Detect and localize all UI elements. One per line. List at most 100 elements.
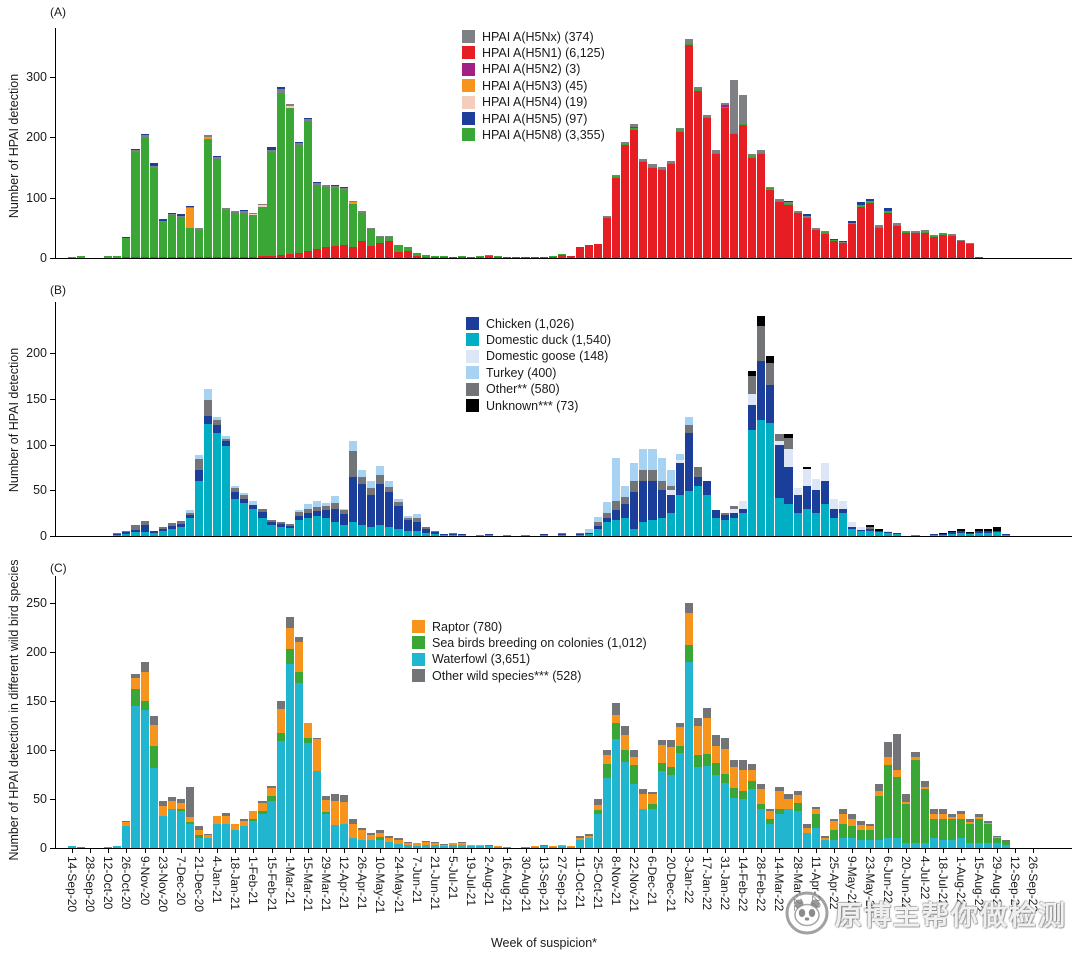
panel-c-bar-week-84	[829, 818, 838, 848]
bar-segment	[757, 808, 766, 848]
bar-segment	[993, 530, 1002, 533]
bar-segment	[584, 528, 594, 534]
panel-b-bar-week-31	[349, 440, 358, 536]
bar-segment	[403, 517, 412, 521]
panel-c-bar-week-37	[403, 842, 412, 848]
bar-segment	[820, 232, 829, 234]
bar-segment	[793, 802, 802, 811]
x-tick-label: 6-Jun-22	[881, 856, 896, 904]
panel-c-bar-week-59	[603, 750, 612, 848]
bar-segment	[766, 189, 775, 258]
bar-segment	[947, 531, 956, 533]
bar-segment	[131, 149, 140, 152]
bar-segment	[648, 792, 657, 795]
bar-segment	[965, 823, 974, 844]
bar-segment	[866, 830, 875, 841]
x-tick-mark	[253, 848, 255, 853]
bar-segment	[376, 840, 385, 848]
bar-segment	[330, 522, 340, 536]
panel-a-bar-week-33	[367, 227, 376, 258]
panel-b-legend-swatch	[466, 333, 479, 347]
panel-b-ytick-mark	[50, 536, 55, 537]
panel-b-bar-week-59	[603, 502, 612, 536]
panel-b-bar-week-20	[249, 501, 258, 536]
bar-segment	[340, 189, 349, 245]
x-tick-label: 30-Aug-21	[518, 856, 533, 913]
bar-segment	[267, 255, 276, 258]
panel-b-bar-week-102	[993, 526, 1002, 536]
bar-segment	[847, 826, 857, 839]
bar-segment	[666, 494, 675, 514]
bar-segment	[720, 106, 730, 108]
bar-segment	[775, 198, 784, 201]
bar-segment	[403, 247, 412, 251]
bar-segment	[956, 533, 965, 536]
panel-c-bar-week-56	[575, 836, 584, 848]
bar-segment	[539, 257, 548, 258]
bar-segment	[176, 799, 185, 803]
x-tick-mark	[289, 848, 291, 853]
bar-segment	[784, 202, 793, 204]
panel-a-bar-week-85	[838, 241, 847, 258]
bar-segment	[412, 255, 421, 258]
bar-segment	[584, 244, 594, 246]
bar-segment	[711, 150, 720, 153]
bar-segment	[621, 761, 630, 848]
bar-segment	[657, 481, 666, 491]
bar-segment	[276, 701, 285, 709]
panel-a-tag: (A)	[50, 5, 66, 19]
bar-segment	[820, 481, 829, 504]
bar-segment	[657, 167, 666, 170]
bar-segment	[158, 221, 167, 258]
bar-segment	[929, 535, 938, 536]
panel-a-bar-week-26	[303, 117, 312, 258]
panel-b-legend-label: Other** (580)	[486, 382, 560, 397]
panel-a-y-axis-line	[55, 28, 56, 259]
bar-segment	[321, 800, 330, 812]
bar-segment	[231, 256, 240, 258]
bar-segment	[548, 256, 557, 258]
bar-segment	[158, 815, 167, 848]
bar-segment	[321, 510, 330, 518]
bar-segment	[467, 845, 476, 847]
bar-segment	[367, 494, 376, 527]
bar-segment	[730, 517, 739, 536]
panel-c-bar-week-42	[448, 843, 457, 848]
bar-segment	[893, 777, 902, 839]
panel-b-bar-week-98	[956, 528, 965, 536]
bar-segment	[294, 512, 303, 516]
bar-segment	[775, 444, 784, 498]
panel-c-bar-week-47	[494, 846, 503, 848]
bar-segment	[802, 216, 811, 218]
panel-a-bar-week-43	[457, 256, 467, 258]
bar-segment	[330, 503, 340, 509]
bar-segment	[303, 743, 312, 848]
bar-segment	[947, 813, 956, 817]
panel-b-bar-week-69	[693, 467, 702, 536]
bar-segment	[113, 255, 122, 258]
x-tick-mark	[706, 848, 708, 853]
bar-segment	[675, 460, 684, 463]
bar-segment	[893, 222, 902, 226]
bar-segment	[312, 770, 321, 848]
bar-segment	[267, 149, 276, 152]
panel-a-bar-week-56	[575, 246, 584, 258]
panel-c-bar-week-39	[421, 841, 430, 848]
bar-segment	[838, 813, 847, 824]
panel-b-bar-week-68	[684, 417, 693, 536]
x-tick-label: 17-Jan-22	[699, 856, 714, 911]
panel-c-bar-week-98	[956, 810, 965, 848]
bar-segment	[349, 201, 358, 205]
bar-segment	[893, 225, 902, 258]
panel-c-bar-week-41	[439, 844, 448, 848]
bar-segment	[349, 204, 358, 248]
bar-segment	[457, 843, 467, 846]
bar-segment	[457, 256, 467, 258]
bar-segment	[911, 759, 920, 844]
bar-segment	[838, 243, 847, 258]
bar-segment	[920, 789, 929, 844]
panel-a-bar-week-90	[884, 208, 893, 258]
bar-segment	[122, 826, 131, 848]
panel-b-bar-week-24	[285, 524, 294, 536]
